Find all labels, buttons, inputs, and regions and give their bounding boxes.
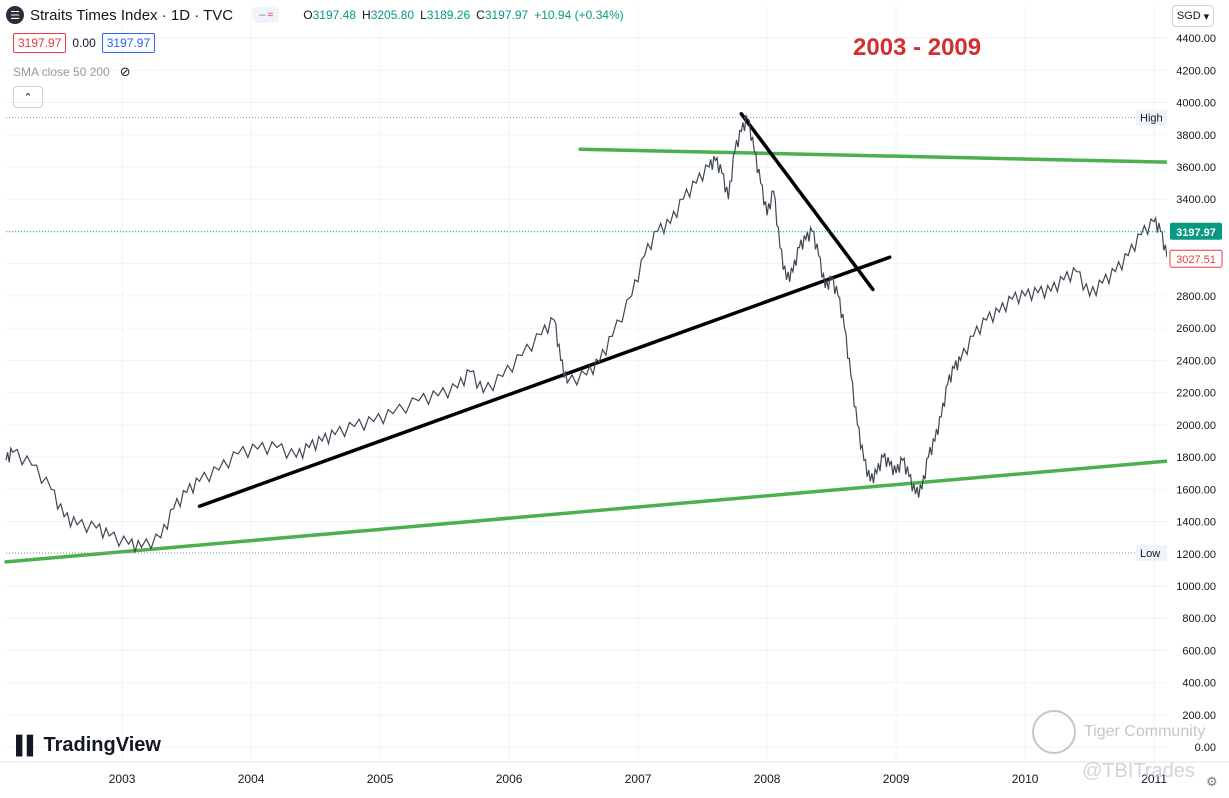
watermark-text: Tiger Community bbox=[1084, 723, 1206, 740]
time-tick-label: 2009 bbox=[883, 772, 910, 786]
last-price-badge bbox=[1170, 222, 1222, 240]
secondary-price-badge bbox=[1169, 249, 1223, 268]
green-trendline-0[interactable] bbox=[4, 459, 1169, 564]
price-tick-label: 800.00 bbox=[1182, 613, 1216, 625]
time-tick-label: 2011 bbox=[1141, 772, 1167, 786]
price-tick-label: 200.00 bbox=[1182, 710, 1216, 722]
high-value: 3205.80 bbox=[370, 8, 415, 22]
time-axis[interactable]: 2003 2004 2005 2006 2007 2008 2009 2010 2011 bbox=[0, 761, 1229, 786]
author-handle: @TBITrades bbox=[1082, 760, 1195, 782]
price-series bbox=[5, 114, 1168, 555]
price-boxes: 3197.97 0.00 3197.97 bbox=[13, 33, 156, 53]
ref-label-high: High bbox=[1140, 113, 1163, 125]
green-trendline-1[interactable] bbox=[578, 147, 1169, 164]
price-tick-label: 1400.00 bbox=[1176, 517, 1216, 529]
price-tick-label: 4000.00 bbox=[1176, 98, 1216, 110]
high-label: H bbox=[362, 8, 371, 22]
tradingview-logo[interactable]: ▌▌ TradingView bbox=[16, 734, 161, 757]
time-tick-label: 2008 bbox=[754, 772, 781, 786]
price-tick-label: 600.00 bbox=[1182, 645, 1216, 657]
eye-crossed-icon[interactable]: ⊘ bbox=[119, 64, 131, 79]
price-tick-label: 2400.00 bbox=[1176, 355, 1216, 367]
chevron-down-icon: ▾ bbox=[1203, 10, 1210, 23]
compare-right-icon[interactable]: ≈ bbox=[267, 9, 274, 21]
price-tick-label: 1800.00 bbox=[1176, 452, 1216, 464]
tradingview-logo-text: TradingView bbox=[43, 734, 161, 756]
secondary-price-label: 3027.51 bbox=[1176, 254, 1216, 266]
compare-pill[interactable]: – ≈ bbox=[253, 7, 280, 23]
close-value: 3197.97 bbox=[484, 8, 529, 22]
spread-value: 0.00 bbox=[72, 36, 96, 50]
price-tick-label: 2600.00 bbox=[1176, 323, 1216, 335]
open-label: O bbox=[303, 8, 313, 22]
price-tick-label: 1000.00 bbox=[1176, 581, 1216, 593]
symbol-title[interactable]: Straits Times Index · 1D · TVC bbox=[30, 6, 234, 24]
sell-price-box[interactable]: 3197.97 bbox=[13, 33, 67, 53]
price-line bbox=[5, 114, 1168, 555]
time-tick-label: 2003 bbox=[109, 772, 136, 786]
black-trendline-2[interactable] bbox=[197, 255, 892, 508]
reference-lines: High3906.16Low1205.31 bbox=[6, 109, 1222, 561]
currency-label: SGD bbox=[1176, 10, 1201, 22]
open-value: 3197.48 bbox=[312, 8, 357, 22]
price-tick-label: 0.00 bbox=[1195, 742, 1216, 754]
currency-selector[interactable]: SGD ▾ bbox=[1172, 5, 1214, 27]
last-price-label: 3197.97 bbox=[1176, 227, 1216, 239]
low-value: 3189.26 bbox=[426, 8, 471, 22]
close-label: C bbox=[476, 8, 485, 22]
price-axis[interactable]: 0.00 200.00 400.00 600.00 800.00 1000.00 1200.… bbox=[1167, 0, 1229, 798]
price-tick-label: 400.00 bbox=[1182, 678, 1216, 690]
tv-logo-icon: ▌▌ bbox=[16, 735, 39, 755]
price-tick-label: 2000.00 bbox=[1176, 420, 1216, 432]
price-tick-label: 2800.00 bbox=[1176, 291, 1216, 303]
price-tick-label: 2200.00 bbox=[1176, 388, 1216, 400]
time-tick-label: 2006 bbox=[496, 772, 523, 786]
price-tick-label: 1200.00 bbox=[1176, 549, 1216, 561]
change-value: +10.94 (+0.34%) bbox=[534, 8, 624, 22]
trendlines[interactable] bbox=[4, 112, 1169, 564]
price-tick-label: 3600.00 bbox=[1176, 162, 1216, 174]
price-tick-label: 3400.00 bbox=[1176, 194, 1216, 206]
chart-grid bbox=[6, 5, 1167, 762]
ohlc-readout: O3197.48 H3205.80 L3189.26 C3197.97 +10.… bbox=[303, 8, 623, 22]
time-tick-label: 2005 bbox=[367, 772, 394, 786]
community-watermark: Tiger Community bbox=[1032, 710, 1205, 754]
indicator-label[interactable]: SMA close 50 200 bbox=[13, 65, 110, 79]
indicator-legend[interactable]: SMA close 50 200 ⊘ bbox=[13, 64, 131, 80]
gear-icon[interactable]: ⚙ bbox=[1206, 774, 1218, 789]
price-tick-label: 1600.00 bbox=[1176, 484, 1216, 496]
price-tick-label: 4200.00 bbox=[1176, 65, 1216, 77]
tiger-logo-icon bbox=[1032, 710, 1076, 754]
period-annotation: 2003 - 2009 bbox=[853, 34, 982, 61]
ref-label-low: Low bbox=[1140, 548, 1160, 560]
chevron-up-icon[interactable]: ⌃ bbox=[13, 86, 43, 108]
time-tick-label: 2004 bbox=[238, 772, 265, 786]
low-label: L bbox=[420, 8, 427, 22]
black-trendline-3[interactable] bbox=[739, 112, 875, 292]
price-tick-label: 3800.00 bbox=[1176, 130, 1216, 142]
compare-left-icon[interactable]: – bbox=[259, 9, 266, 21]
tradingview-symbol-icon[interactable]: ☰ bbox=[6, 6, 24, 24]
buy-price-box[interactable]: 3197.97 bbox=[101, 33, 156, 53]
time-tick-label: 2010 bbox=[1012, 772, 1039, 786]
chart-header: ☰ Straits Times Index · 1D · TVC – ≈ O31… bbox=[6, 6, 624, 24]
price-tick-label: 4400.00 bbox=[1176, 33, 1216, 45]
price-axis-bg bbox=[1167, 0, 1229, 798]
time-tick-label: 2007 bbox=[625, 772, 652, 786]
